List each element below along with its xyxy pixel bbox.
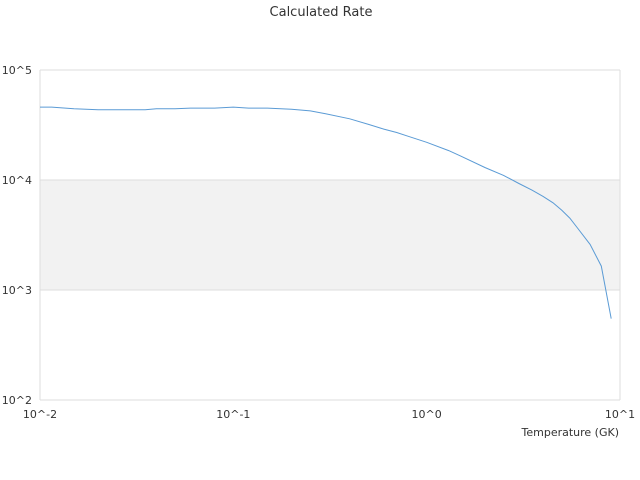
y-tick-label: 10^2 (2, 394, 32, 407)
plot-area: 10^2 10^3 10^4 10^5 10^-2 10^-1 10^0 10^1 (2, 64, 635, 421)
y-tick-label: 10^4 (2, 174, 32, 187)
x-tick-label: 10^-2 (23, 408, 57, 421)
series-line (40, 106, 612, 319)
y-tick-label: 10^3 (2, 284, 32, 297)
x-tick-label: 10^-1 (216, 408, 250, 421)
x-tick-label: 10^1 (605, 408, 635, 421)
x-tick-label: 10^0 (412, 408, 442, 421)
chart-title: Calculated Rate (270, 5, 373, 20)
x-axis-label: Temperature (GK) (521, 426, 620, 439)
shaded-band (40, 180, 620, 290)
y-tick-label: 10^5 (2, 64, 32, 77)
